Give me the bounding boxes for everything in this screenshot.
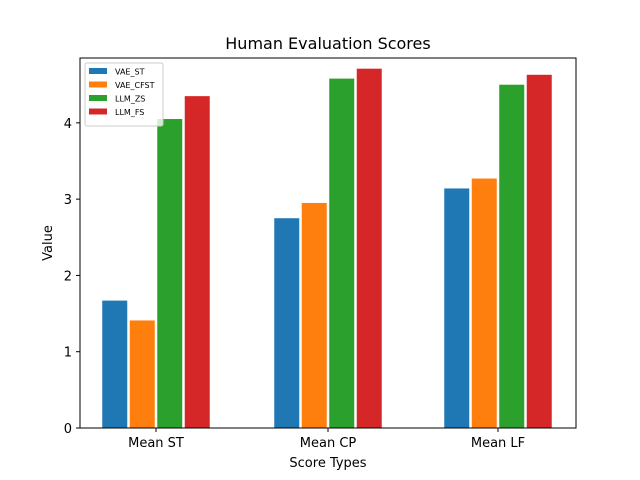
bar-llm-fs-3 — [526, 74, 552, 428]
x-axis-ticks: Mean ST Mean CP Mean LF — [128, 428, 525, 451]
x-axis-label: Score Types — [289, 456, 366, 471]
bar-vae-st-1 — [102, 300, 128, 428]
y-tick-label: 1 — [64, 346, 72, 361]
bar-llm-zs-3 — [499, 84, 525, 428]
legend-swatch-llm-fs — [89, 108, 107, 115]
chart-title: Human Evaluation Scores — [225, 34, 430, 53]
legend-label-vae-cfst: VAE_CFST — [115, 81, 155, 90]
bar-vae-cfst-1 — [129, 320, 155, 428]
x-tick-label: Mean ST — [128, 436, 184, 451]
x-tick-label: Mean CP — [300, 436, 357, 451]
x-tick-label: Mean LF — [471, 436, 525, 451]
y-tick-label: 2 — [64, 269, 72, 284]
legend-swatch-vae-cfst — [89, 81, 107, 88]
legend-label-llm-fs: LLM_FS — [115, 108, 144, 117]
bar-vae-st-3 — [444, 188, 470, 428]
legend-label-llm-zs: LLM_ZS — [115, 95, 145, 104]
y-axis-ticks: 0 1 2 3 4 — [64, 117, 80, 437]
legend-swatch-vae-st — [89, 68, 107, 74]
bar-llm-fs-1 — [184, 96, 210, 428]
bar-llm-zs-1 — [157, 119, 183, 428]
y-axis-label: Value — [41, 225, 56, 261]
bar-llm-fs-2 — [356, 68, 382, 429]
legend-swatch-llm-zs — [89, 95, 107, 101]
bar-vae-cfst-2 — [301, 202, 327, 428]
bars-group — [102, 68, 552, 429]
y-tick-label: 4 — [64, 117, 72, 132]
y-tick-label: 0 — [64, 422, 72, 437]
bar-vae-st-2 — [274, 218, 300, 428]
bar-llm-zs-2 — [329, 78, 355, 428]
legend: VAE_ST VAE_CFST LLM_ZS LLM_FS — [84, 62, 164, 127]
y-tick-label: 3 — [64, 193, 72, 208]
legend-label-vae-st: VAE_ST — [115, 68, 145, 77]
bar-vae-cfst-3 — [471, 178, 497, 428]
